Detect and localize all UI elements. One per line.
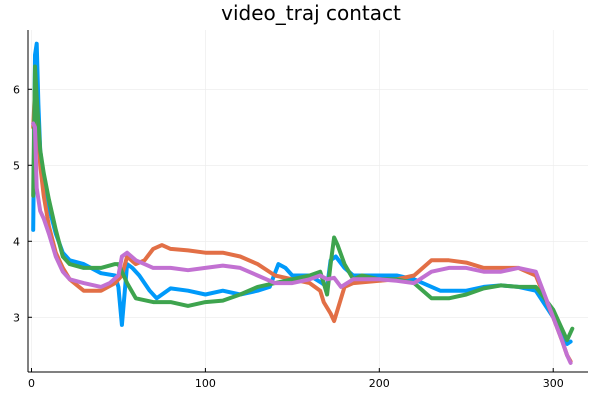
x-tick-label: 100 bbox=[195, 377, 216, 390]
tick-labels: 0 100 200 300 3 4 5 6 bbox=[13, 83, 564, 390]
y-tick-label: 5 bbox=[13, 159, 20, 172]
x-tick-label: 0 bbox=[28, 377, 35, 390]
y-tick-label: 3 bbox=[13, 311, 20, 324]
chart-title: video_traj contact bbox=[221, 1, 401, 25]
y-tick-label: 6 bbox=[13, 83, 20, 96]
series-line-3 bbox=[31, 64, 575, 343]
y-tick-label: 4 bbox=[13, 235, 20, 248]
series-line-4 bbox=[31, 121, 573, 365]
axes bbox=[27, 30, 588, 373]
data-series bbox=[31, 41, 575, 365]
x-tick-label: 300 bbox=[543, 377, 564, 390]
x-tick-label: 200 bbox=[369, 377, 390, 390]
